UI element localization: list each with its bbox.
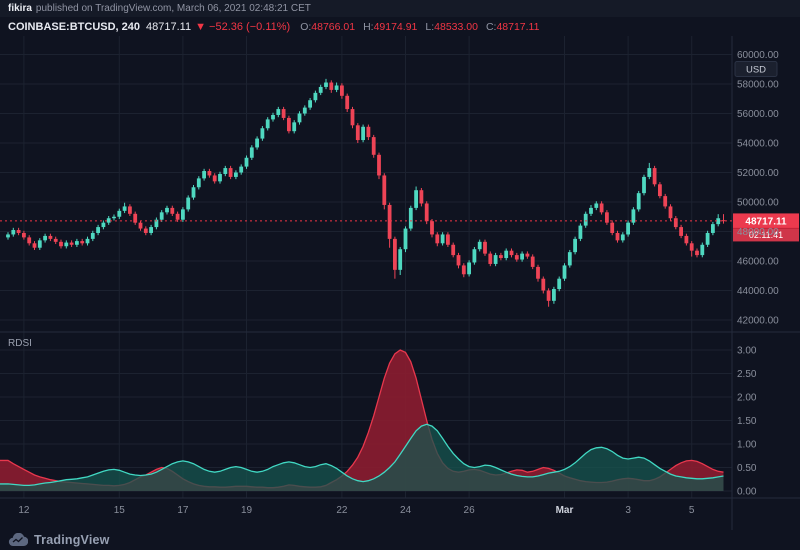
svg-text:26: 26 (464, 505, 476, 516)
svg-text:12: 12 (18, 505, 30, 516)
svg-text:58000.00: 58000.00 (737, 80, 779, 91)
ohlc-close: C:48717.11 (485, 20, 540, 33)
svg-text:48000.00: 48000.00 (737, 227, 779, 238)
svg-text:1.50: 1.50 (737, 416, 757, 427)
svg-text:60000.00: 60000.00 (737, 50, 779, 61)
svg-text:0.00: 0.00 (737, 487, 757, 498)
svg-text:USD: USD (746, 65, 766, 76)
svg-text:5: 5 (689, 505, 695, 516)
rdsi-indicator-layer (0, 349, 724, 491)
svg-text:19: 19 (241, 505, 253, 516)
last-price-label: 48717.11 02:11:41 (733, 213, 799, 242)
svg-text:52000.00: 52000.00 (737, 168, 779, 179)
svg-text:Mar: Mar (556, 505, 574, 516)
grid-lines (0, 36, 732, 498)
svg-text:3: 3 (625, 505, 631, 516)
svg-text:15: 15 (114, 505, 126, 516)
svg-text:22: 22 (336, 505, 348, 516)
top-bar: fikira published on TradingView.com, Mar… (0, 0, 800, 17)
svg-text:56000.00: 56000.00 (737, 109, 779, 120)
svg-text:1.00: 1.00 (737, 440, 757, 451)
svg-text:3.00: 3.00 (737, 346, 757, 357)
symbol-title[interactable]: COINBASE:BTCUSD, 240 (8, 20, 141, 33)
svg-text:0.50: 0.50 (737, 463, 757, 474)
symbol-row: COINBASE:BTCUSD, 240 48717.11 ▼ −52.36 (… (0, 17, 800, 36)
svg-text:48717.11: 48717.11 (745, 216, 787, 227)
publish-info: published on TradingView.com, March 06, … (35, 3, 311, 14)
chart-canvas[interactable]: 48717.11 02:11:41 60000.00 58000.00 56000.00… (0, 36, 800, 530)
svg-text:17: 17 (177, 505, 189, 516)
tradingview-logo-icon[interactable] (8, 533, 28, 547)
price-axis[interactable]: 60000.00 58000.00 56000.00 54000.00 52000.00… (734, 50, 779, 327)
svg-text:54000.00: 54000.00 (737, 139, 779, 150)
svg-text:46000.00: 46000.00 (737, 257, 779, 268)
attribution-bar: TradingView (0, 530, 800, 550)
svg-text:2.00: 2.00 (737, 393, 757, 404)
price-change-text: ▼ −52.36 (−0.11%) (195, 20, 291, 33)
last-price-text: 48717.11 (146, 20, 192, 33)
currency-badge: USD (734, 61, 778, 77)
ohlc-open: O:48766.01 (300, 20, 356, 33)
svg-text:50000.00: 50000.00 (737, 198, 779, 209)
svg-text:24: 24 (400, 505, 412, 516)
ohlc-high: H:49174.91 (363, 20, 418, 33)
ohlc-low: L:48533.00 (425, 20, 478, 33)
svg-text:RDSI: RDSI (8, 338, 32, 349)
svg-text:44000.00: 44000.00 (737, 286, 779, 297)
svg-text:42000.00: 42000.00 (737, 316, 779, 327)
brand-label[interactable]: TradingView (34, 533, 110, 547)
time-axis[interactable]: 12 15 17 19 22 24 26 Mar 3 5 (18, 505, 695, 516)
svg-text:2.50: 2.50 (737, 369, 757, 380)
indicator-axis[interactable]: 3.00 2.50 2.00 1.50 1.00 0.50 0.00 (737, 346, 757, 498)
candles-layer (6, 78, 726, 307)
svg-text:02:11:41: 02:11:41 (749, 230, 783, 240)
publish-author: fikira (8, 3, 32, 14)
indicator-title[interactable]: RDSI (8, 338, 32, 349)
